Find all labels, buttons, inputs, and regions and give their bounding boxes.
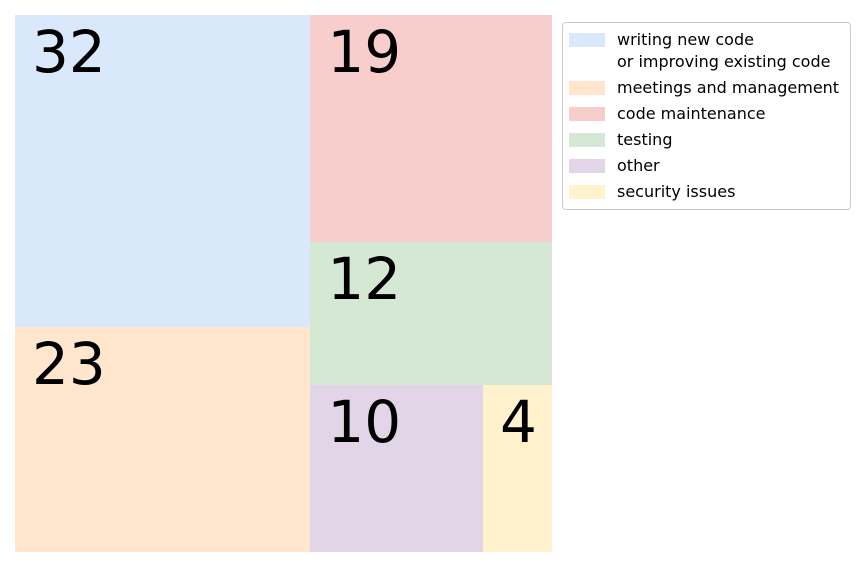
legend-label: other xyxy=(617,156,660,175)
treemap-tile: 23 xyxy=(15,327,311,552)
treemap-tile: 19 xyxy=(310,15,552,242)
legend-swatch xyxy=(569,159,605,173)
treemap-tile-value: 32 xyxy=(32,18,106,86)
treemap-tile-value: 23 xyxy=(32,330,106,399)
legend-item: testing xyxy=(569,129,850,151)
treemap-tile-value: 19 xyxy=(327,18,402,86)
legend-item: meetings and management xyxy=(569,77,850,99)
legend-swatch xyxy=(569,133,605,147)
treemap-tile-value: 4 xyxy=(499,387,537,456)
legend-label: testing xyxy=(617,130,673,149)
legend-swatch xyxy=(569,81,605,95)
treemap-tile-value: 12 xyxy=(327,244,402,313)
legend-item: writing new code or improving existing c… xyxy=(569,29,850,73)
legend-label: security issues xyxy=(617,182,736,201)
legend-label: code maintenance xyxy=(617,104,766,123)
legend-swatch xyxy=(569,33,605,47)
legend: writing new code or improving existing c… xyxy=(562,22,851,210)
legend-item: other xyxy=(569,155,850,177)
legend-item: code maintenance xyxy=(569,103,850,125)
legend-label: writing new code or improving existing c… xyxy=(617,30,831,71)
legend-swatch xyxy=(569,185,605,199)
legend-label: meetings and management xyxy=(617,78,840,97)
treemap-tile-value: 10 xyxy=(327,387,402,456)
treemap-tile: 12 xyxy=(310,241,552,385)
treemap-tile: 10 xyxy=(310,384,483,552)
legend-item: security issues xyxy=(569,181,850,203)
treemap-tile: 32 xyxy=(15,15,311,328)
legend-swatch xyxy=(569,107,605,121)
treemap-tile: 4 xyxy=(482,384,552,552)
